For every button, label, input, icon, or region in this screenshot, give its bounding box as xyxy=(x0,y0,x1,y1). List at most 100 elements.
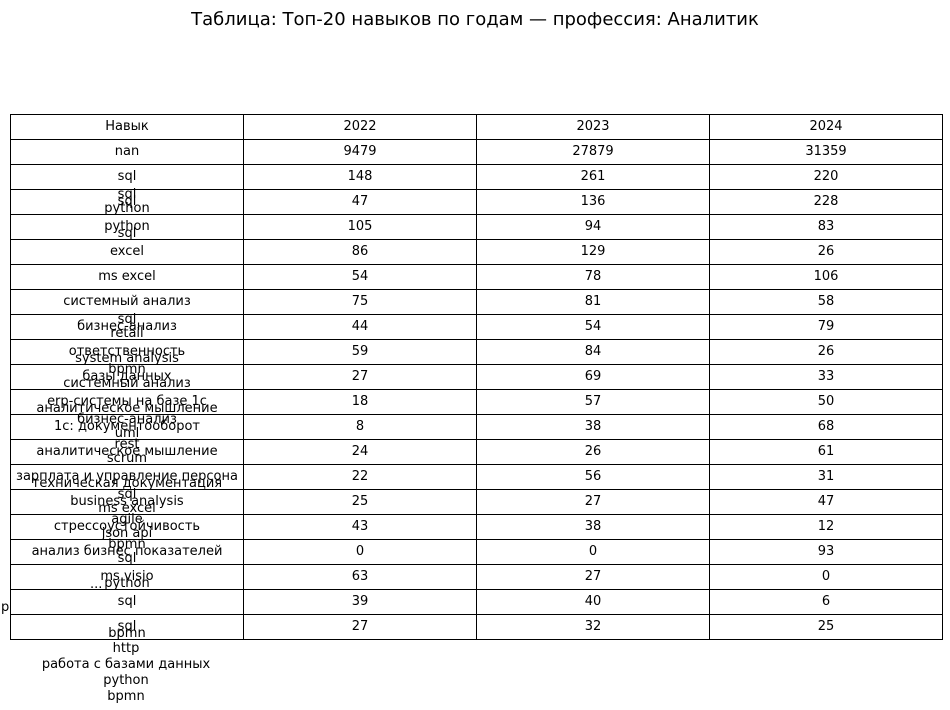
table-row: erp-системы на базе 1с аналитическое мышл… xyxy=(10,389,943,416)
skill-label: sql xyxy=(117,594,137,609)
column-header: 2024 xyxy=(709,114,943,140)
overflow-label: http xyxy=(112,641,140,656)
table-row: системный анализ 75 81 58 xyxy=(10,289,943,315)
value-cell: 22 xyxy=(243,464,477,490)
value-cell: 25 xyxy=(709,614,943,640)
table-row: python sql 105 94 83 xyxy=(10,214,943,241)
table-row: nan 9479 27879 31359 xyxy=(10,139,943,165)
skill-label: зарплата и управление персона xyxy=(16,469,238,484)
value-cell: 47 xyxy=(243,189,477,215)
skill-overlap-label: bpmn xyxy=(108,362,146,377)
column-header: 2022 xyxy=(243,114,477,140)
value-cell: 261 xyxy=(476,164,710,190)
skill-label: бизнес-анализ xyxy=(77,319,177,334)
skill-cell: 1с: документооборот бизнес-анализ uml xyxy=(10,413,244,441)
value-cell: 79 xyxy=(709,314,943,340)
value-cell: 38 xyxy=(476,414,710,440)
value-cell: 26 xyxy=(476,439,710,465)
skill-cell: python sql xyxy=(10,214,244,241)
table-row: базы данных bpmn системный анализ 27 69 33 xyxy=(10,362,943,391)
value-cell: 75 xyxy=(243,289,477,315)
value-cell: 136 xyxy=(476,189,710,215)
skill-label: sql xyxy=(117,619,137,634)
table-row: ответственность system analysis 59 84 26 xyxy=(10,339,943,366)
skill-cell: базы данных bpmn системный анализ xyxy=(10,362,244,391)
skill-label: стрессоустойчивость xyxy=(53,519,201,534)
skill-overlap-label: sql xyxy=(117,487,137,502)
value-cell: 61 xyxy=(709,439,943,465)
value-cell: 6 xyxy=(709,589,943,615)
value-cell: 105 xyxy=(243,214,477,240)
value-cell: 33 xyxy=(709,364,943,390)
skills-table: Навык 2022 2023 2024 nan 9479 27879 31359 sql 148… xyxy=(10,114,943,641)
value-cell: 12 xyxy=(709,514,943,540)
value-cell: 106 xyxy=(709,264,943,290)
value-cell: 56 xyxy=(476,464,710,490)
skill-overlap-label: scrum xyxy=(106,451,148,466)
value-cell: 129 xyxy=(476,239,710,265)
skill-label: business analysis xyxy=(70,494,184,509)
skill-cell: sql xyxy=(10,589,244,615)
skill-overlap-label: bpmn xyxy=(108,626,146,641)
value-cell: 24 xyxy=(243,439,477,465)
skill-overlap-label: json api xyxy=(101,526,153,541)
skill-label: sql xyxy=(117,194,137,209)
value-cell: 43 xyxy=(243,514,477,540)
skill-overlap-label: uml xyxy=(114,426,140,441)
value-cell: 26 xyxy=(709,239,943,265)
skill-label: системный анализ xyxy=(63,294,191,309)
skill-label: 1с: документооборот xyxy=(54,419,200,434)
value-cell: 18 xyxy=(243,389,477,415)
value-cell: 93 xyxy=(709,539,943,565)
value-cell: 47 xyxy=(709,489,943,515)
table-row: sql 39 40 6 xyxy=(10,589,943,615)
skill-cell: ms visio python xyxy=(10,564,244,591)
value-cell: 27 xyxy=(243,614,477,640)
value-cell: 58 xyxy=(709,289,943,315)
value-cell: 40 xyxy=(476,589,710,615)
skill-cell: ms excel xyxy=(10,264,244,290)
stray-label: p xyxy=(1,600,10,615)
skill-overlap-label: аналитическое мышление xyxy=(36,401,218,416)
skill-cell: анализ бизнес показателей bpmn sql xyxy=(10,538,244,566)
skill-label: базы данных xyxy=(82,369,172,384)
value-cell: 86 xyxy=(243,239,477,265)
value-cell: 44 xyxy=(243,314,477,340)
value-cell: 31359 xyxy=(709,139,943,165)
skill-cell: аналитическое мышление rest scrum xyxy=(10,438,244,466)
skill-cell: sql xyxy=(10,164,244,190)
value-cell: 78 xyxy=(476,264,710,290)
table-row: бизнес-анализ sql retail 44 54 79 xyxy=(10,312,943,341)
skill-label: excel xyxy=(110,244,144,259)
value-cell: 81 xyxy=(476,289,710,315)
skill-label: sql xyxy=(117,169,137,184)
skill-cell: excel xyxy=(10,239,244,265)
skill-cell: системный анализ xyxy=(10,289,244,315)
value-cell: 63 xyxy=(243,564,477,590)
table-row: стрессоустойчивость agile json api 43 38 12 xyxy=(10,513,943,541)
column-header: Навык xyxy=(10,114,244,140)
value-cell: 228 xyxy=(709,189,943,215)
value-cell: 31 xyxy=(709,464,943,490)
value-cell: 27 xyxy=(476,489,710,515)
overflow-labels: http работа с базами данных python bpmn xyxy=(10,641,242,705)
value-cell: 54 xyxy=(476,314,710,340)
skill-cell: sql bpmn xyxy=(10,614,244,641)
value-cell: 83 xyxy=(709,214,943,240)
value-cell: 0 xyxy=(476,539,710,565)
skill-label: ms excel xyxy=(98,269,156,284)
value-cell: 38 xyxy=(476,514,710,540)
value-cell: 25 xyxy=(243,489,477,515)
value-cell: 0 xyxy=(243,539,477,565)
skill-overlap-label: python xyxy=(104,576,150,591)
skill-overlap-label: python xyxy=(104,201,150,216)
table-body: Навык 2022 2023 2024 nan 9479 27879 31359 sql 148… xyxy=(10,114,943,641)
chart-title: Таблица: Топ-20 навыков по годам — профе… xyxy=(191,9,759,30)
table-row: анализ бизнес показателей bpmn sql 0 0 93 xyxy=(10,538,943,566)
skill-overlap-label: системный анализ xyxy=(63,376,191,391)
skill-overlap-label: техническая документация xyxy=(31,476,223,491)
skill-cell: зарплата и управление персона техническая… xyxy=(10,464,244,491)
overflow-label: работа с базами данных xyxy=(41,657,211,672)
value-cell: 94 xyxy=(476,214,710,240)
skill-overlap-label: sql xyxy=(117,312,137,327)
